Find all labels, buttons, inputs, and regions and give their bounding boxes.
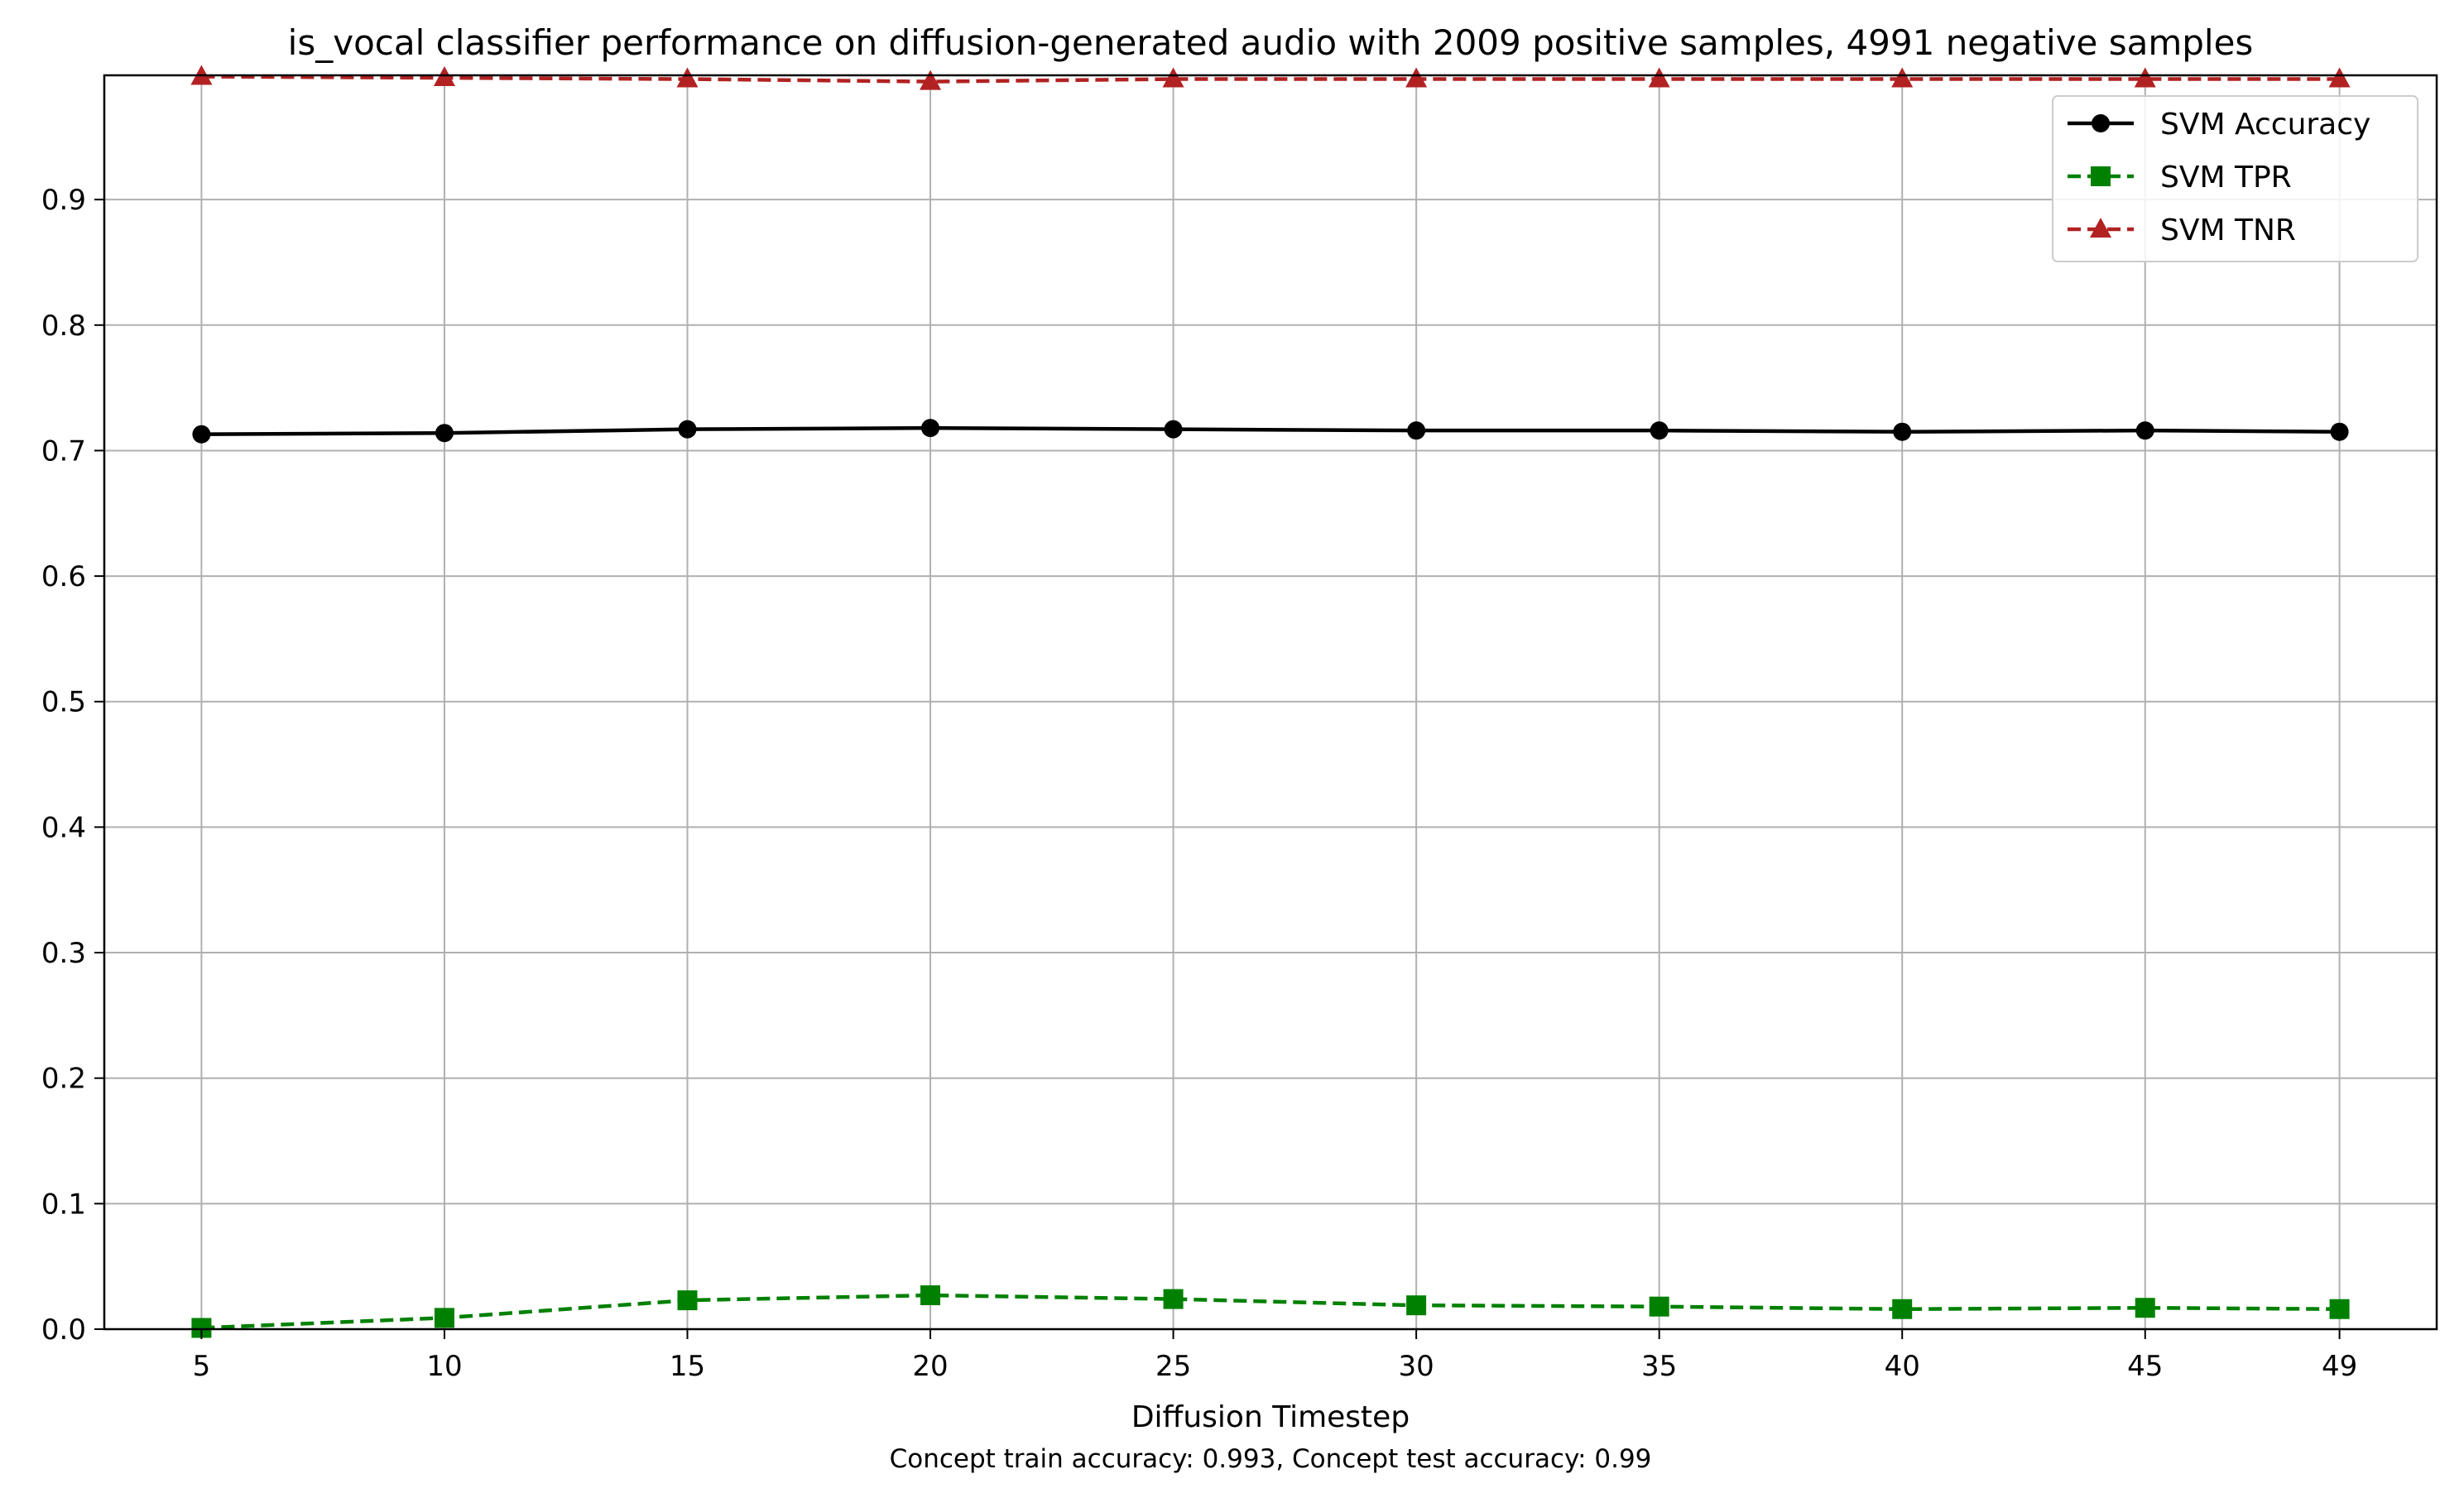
data-point-svm-accuracy [1893,422,1912,441]
series-line-svm-tnr [201,74,2340,84]
x-tick-label: 35 [1641,1350,1677,1383]
data-point-svm-tnr [2134,67,2156,88]
legend-label-svm-tpr: SVM TPR [2160,161,2292,194]
chart-footnote: Concept train accuracy: 0.993, Concept t… [890,1444,1652,1474]
series-layer [190,65,2351,1338]
data-point-svm-accuracy [1164,420,1183,439]
data-point-svm-accuracy [435,424,454,443]
data-point-svm-tnr [1405,67,1428,88]
x-axis-label: Diffusion Timestep [1131,1400,1410,1434]
legend-marker-svm-tpr [2091,166,2111,186]
legend-box [2052,95,2418,262]
data-point-svm-accuracy [921,419,940,438]
x-tick-label: 20 [912,1350,948,1383]
data-point-svm-tpr [2329,1299,2350,1319]
data-point-svm-tpr [1406,1295,1427,1316]
legend-marker-svm-tnr [2090,218,2111,238]
data-point-svm-tpr [434,1308,454,1328]
x-tick-label: 40 [1885,1350,1920,1383]
data-point-svm-accuracy [1407,421,1426,440]
y-tick-label: 0.0 [41,1313,86,1347]
series-line-svm-accuracy [201,425,2340,436]
data-point-svm-tnr [1162,67,1184,88]
legend-label-svm-tnr: SVM TNR [2160,214,2296,247]
series-svm-accuracy [192,419,2349,444]
y-tick-label: 0.9 [41,184,86,217]
x-tick-label: 45 [2127,1350,2163,1383]
y-tick-label: 0.5 [41,686,86,719]
data-point-svm-tpr [1892,1299,1913,1319]
x-tick-label: 25 [1155,1350,1191,1383]
data-point-svm-tpr [1163,1289,1184,1309]
data-point-svm-tpr [920,1285,941,1306]
y-tick-label: 0.4 [41,811,86,844]
data-point-svm-tnr [1648,67,1670,88]
series-line-svm-tpr [201,1293,2340,1330]
data-point-svm-tnr [920,70,942,90]
data-point-svm-accuracy [2330,422,2349,441]
y-tick-label: 0.7 [41,435,86,468]
y-tick-label: 0.1 [41,1188,86,1221]
data-point-svm-accuracy [1650,421,1669,440]
data-point-svm-tnr [676,67,699,88]
grid-layer [104,75,2437,1329]
tick-layer: 5 10 15 20 25 30 35 40 45 49 0.0 0.1 0.2 0.3 0.4 0.5 0.6… [41,184,2357,1383]
data-point-svm-accuracy [2135,421,2154,440]
data-point-svm-tpr [677,1290,698,1311]
x-tick-label: 5 [193,1350,211,1383]
x-tick-label: 10 [426,1350,462,1383]
x-tick-label: 30 [1398,1350,1434,1383]
data-point-svm-tnr [1891,67,1914,88]
data-point-svm-tnr [2328,67,2351,88]
chart-title: is_vocal classifier performance on diffu… [288,22,2254,63]
y-tick-label: 0.3 [41,937,86,970]
x-tick-label: 49 [2322,1350,2357,1383]
data-point-svm-accuracy [678,420,697,439]
series-svm-tnr [190,65,2351,90]
y-tick-label: 0.8 [41,310,86,343]
series-svm-tpr [191,1285,2350,1338]
y-tick-label: 0.6 [41,560,86,593]
x-tick-label: 15 [670,1350,705,1383]
legend-label-svm-accuracy: SVM Accuracy [2160,108,2370,142]
legend: SVM Accuracy SVM TPR SVM TNR [2052,95,2418,262]
legend-marker-svm-accuracy [2092,114,2110,132]
y-tick-label: 0.2 [41,1063,86,1096]
data-point-svm-accuracy [192,425,211,444]
data-point-svm-tpr [2135,1298,2155,1318]
data-point-svm-tpr [1649,1296,1669,1317]
